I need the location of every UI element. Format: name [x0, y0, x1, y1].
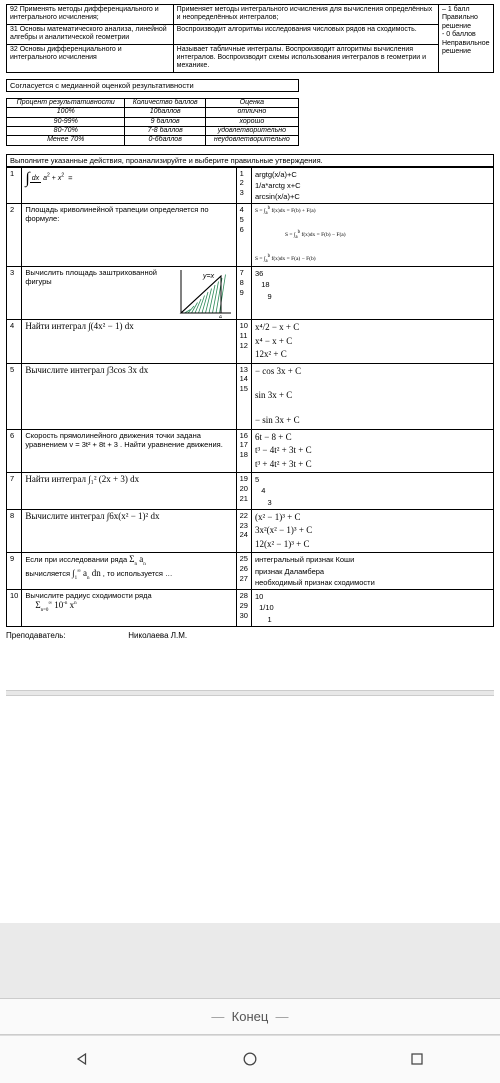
question-text: Площадь криволинейной трапеции определяе… — [22, 204, 236, 267]
answer-numbers: 456 — [236, 204, 251, 267]
question-number: 1 — [7, 167, 22, 204]
question-row: 6Скорость прямолинейного движения точки … — [7, 429, 494, 473]
answer-numbers: 252627 — [236, 553, 251, 590]
question-number: 2 — [7, 204, 22, 267]
question-number: 9 — [7, 553, 22, 590]
answer-options: 6t − 8 + Ct³ − 4t² + 3t + Ct³ + 4t² + 3t… — [251, 429, 493, 473]
answer-options: (x² − 1)³ + C3x²(x² − 1)³ + C12(x² − 1)³… — [251, 509, 493, 553]
answer-options: интегральный признак Кошипризнак Даламбе… — [251, 553, 493, 590]
answer-options: x⁴/2 − x + Cx⁴ − x + C12x² + C — [251, 320, 493, 364]
question-row: 3Вычислить площадь заштрихованной фигуры… — [7, 267, 494, 320]
answer-options: 10 1/10 1 — [251, 590, 493, 627]
cell: Применяет методы интегрального исчислени… — [173, 5, 438, 25]
cell: – 1 балл Правильно решение- 0 баллов Неп… — [439, 5, 494, 73]
instruction-text: Выполните указанные действия, проанализи… — [6, 154, 494, 167]
grade-header: Процент результативности — [7, 98, 125, 107]
competency-table: 92 Применять методы дифференциального и … — [6, 4, 494, 73]
teacher-name: Николаева Л.М. — [128, 631, 187, 640]
question-text: ∫dxa2 + x2 = — [22, 167, 236, 204]
grade-header: Количество баллов — [125, 98, 205, 107]
question-text: Вычислите радиус сходимости рядаΣn=0∞ 10… — [22, 590, 236, 627]
question-row: 8Вычислите интеграл ∫6x(x² − 1)² dx22232… — [7, 509, 494, 553]
question-text: Найти интеграл ∫(4x² − 1) dx — [22, 320, 236, 364]
question-text: Скорость прямолинейного движения точки з… — [22, 429, 236, 473]
question-text: Если при исследовании ряда Σn anвычисляе… — [22, 553, 236, 590]
question-number: 8 — [7, 509, 22, 553]
question-number: 6 — [7, 429, 22, 473]
answer-numbers: 101112 — [236, 320, 251, 364]
answer-numbers: 123 — [236, 167, 251, 204]
answer-numbers: 131415 — [236, 363, 251, 429]
home-icon — [240, 1049, 260, 1069]
question-number: 5 — [7, 363, 22, 429]
grade-header: Оценка — [205, 98, 298, 107]
recent-button[interactable] — [407, 1049, 427, 1071]
system-nav-bar — [0, 1035, 500, 1083]
recent-icon — [407, 1049, 427, 1069]
answer-options: 5 4 3 — [251, 473, 493, 510]
answer-options: 36 18 9 — [251, 267, 493, 320]
question-text: Вычислите интеграл ∫3cos 3x dx — [22, 363, 236, 429]
questions-table: 1∫dxa2 + x2 =123argtg(x/a)+C1/a*arctg x+… — [6, 167, 494, 627]
cell: 92 Применять методы дифференциального и … — [7, 5, 174, 25]
svg-text:y=x: y=x — [202, 273, 215, 280]
page-end-indicator: — Конец — — [0, 998, 500, 1035]
question-number: 10 — [7, 590, 22, 627]
median-cell: Согласуется с медианной оценкой результа… — [7, 79, 299, 91]
question-row: 4Найти интеграл ∫(4x² − 1) dx101112x⁴/2 … — [7, 320, 494, 364]
question-text: Найти интеграл ∫₁² (2x + 3) dx — [22, 473, 236, 510]
home-button[interactable] — [240, 1049, 260, 1071]
answer-options: − cos 3x + Csin 3x + C− sin 3x + C — [251, 363, 493, 429]
grade-table: Процент результативности Количество балл… — [6, 98, 299, 146]
question-number: 3 — [7, 267, 22, 320]
question-row: 9Если при исследовании ряда Σn anвычисля… — [7, 553, 494, 590]
question-row: 2Площадь криволинейной трапеции определя… — [7, 204, 494, 267]
question-number: 7 — [7, 473, 22, 510]
viewer-chrome: — Конец — — [0, 923, 500, 1083]
answer-options: S = ∫ab f(x)dx = F(b) + F(a)S = ∫ab f(x)… — [251, 204, 493, 267]
teacher-line: Преподаватель: Николаева Л.М. — [6, 627, 494, 640]
cell: 32 Основы дифференциального и интегральн… — [7, 44, 174, 72]
question-number: 4 — [7, 320, 22, 364]
svg-text:6: 6 — [219, 316, 223, 318]
answer-numbers: 222324 — [236, 509, 251, 553]
question-row: 1∫dxa2 + x2 =123argtg(x/a)+C1/a*arctg x+… — [7, 167, 494, 204]
document-page: 92 Применять методы дифференциального и … — [0, 0, 500, 923]
cell: 31 Основы математического анализа, линей… — [7, 24, 174, 44]
question-row: 7Найти интеграл ∫₁² (2x + 3) dx1920215 4… — [7, 473, 494, 510]
teacher-label: Преподаватель: — [6, 631, 126, 640]
separator-bar — [6, 690, 494, 696]
median-table: Согласуется с медианной оценкой результа… — [6, 79, 299, 92]
answer-options: argtg(x/a)+C1/a*arctg x+Carcsin(x/a)+C — [251, 167, 493, 204]
question-row: 10Вычислите радиус сходимости рядаΣn=0∞ … — [7, 590, 494, 627]
question-text: Вычислить площадь заштрихованной фигурыy… — [22, 267, 236, 320]
answer-numbers: 192021 — [236, 473, 251, 510]
question-text: Вычислите интеграл ∫6x(x² − 1)² dx — [22, 509, 236, 553]
question-row: 5Вычислите интеграл ∫3cos 3x dx131415− c… — [7, 363, 494, 429]
cell: Воспроизводит алгоритмы исследования чис… — [173, 24, 438, 44]
cell: Называет табличные интегралы. Воспроизво… — [173, 44, 438, 72]
back-button[interactable] — [73, 1049, 93, 1071]
back-icon — [73, 1049, 93, 1069]
answer-numbers: 282930 — [236, 590, 251, 627]
answer-numbers: 161718 — [236, 429, 251, 473]
answer-numbers: 789 — [236, 267, 251, 320]
